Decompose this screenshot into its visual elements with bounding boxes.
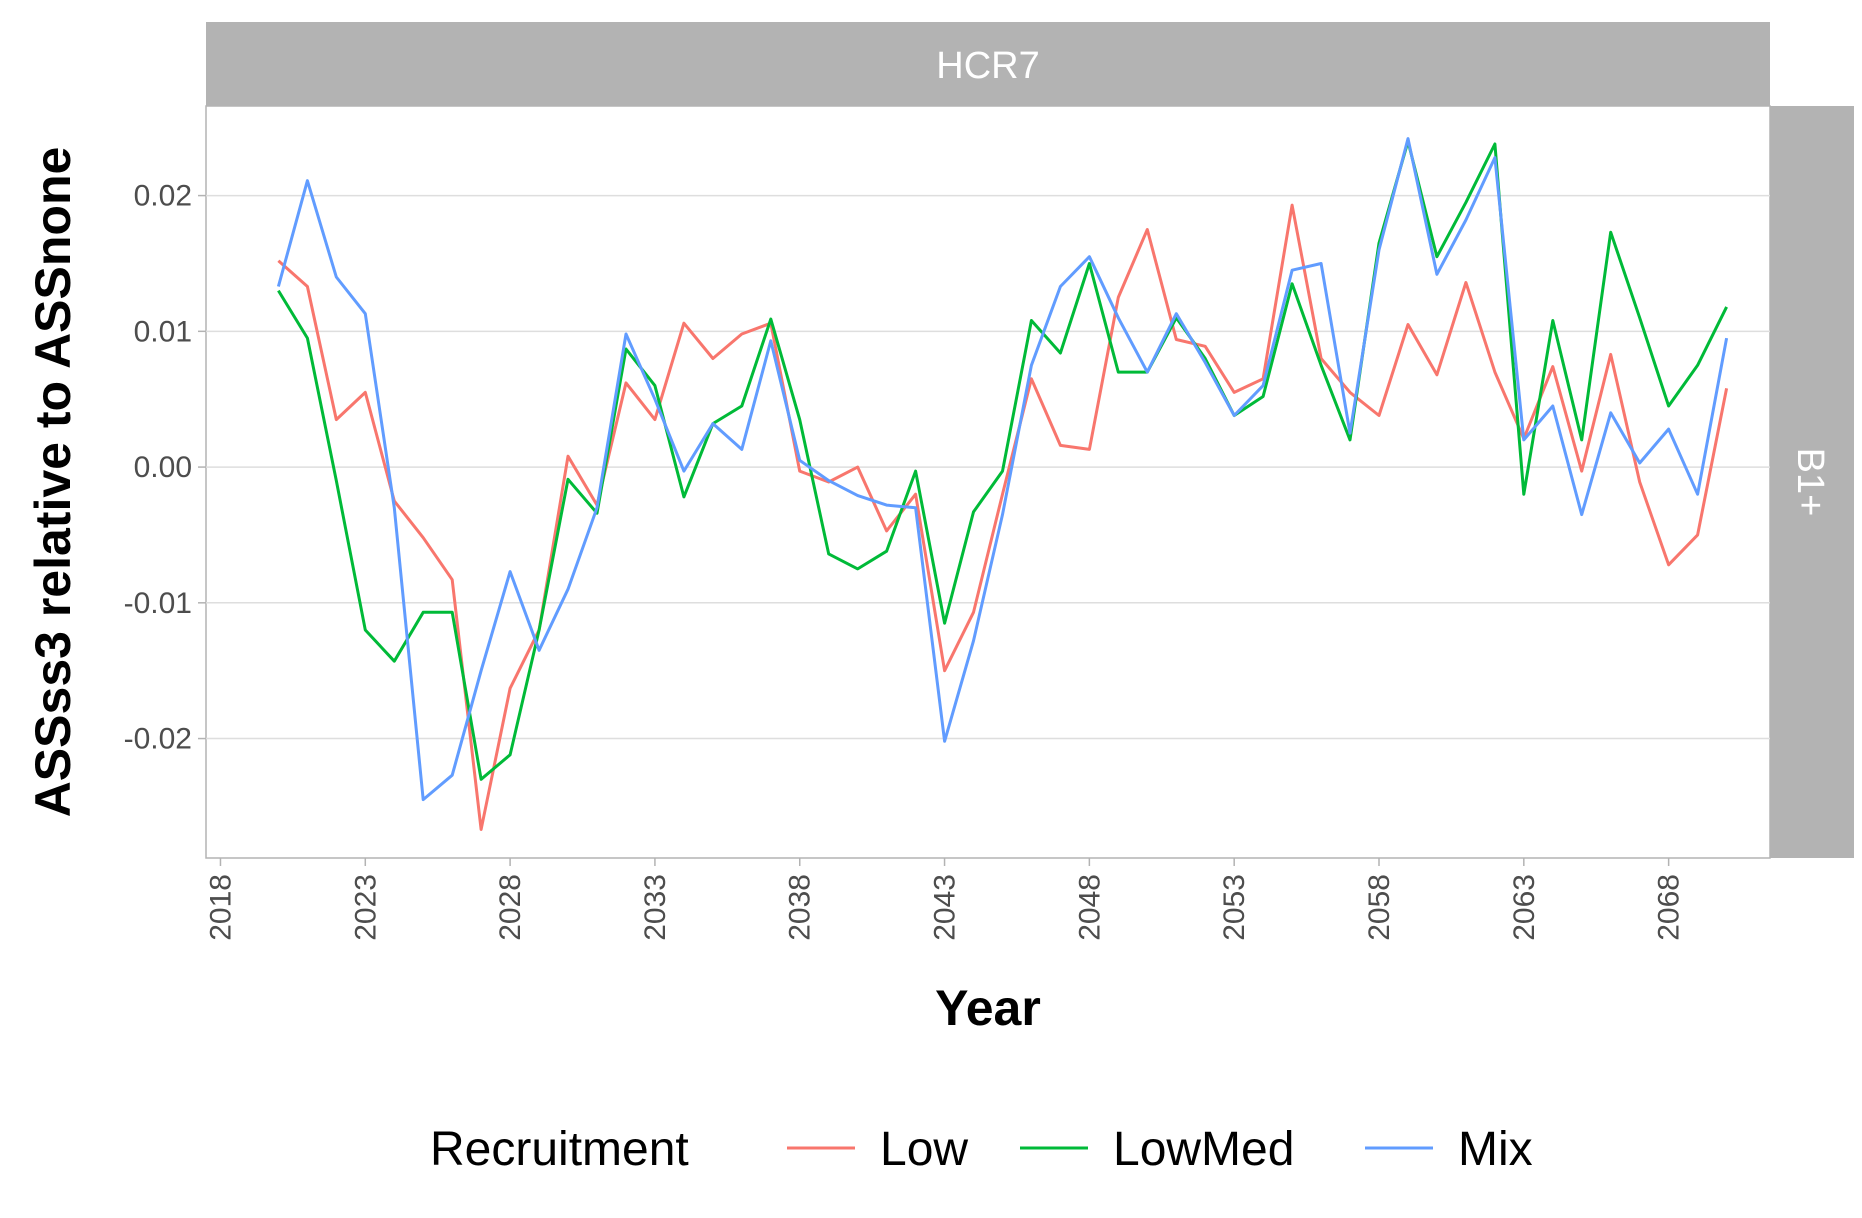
facet-strip-right (1770, 106, 1854, 858)
x-axis-title: Year (935, 980, 1041, 1036)
y-axis: -0.02 -0.01 0.00 0.01 0.02 (124, 180, 206, 756)
x-tick-label: 2038 (784, 874, 817, 941)
y-axis-title: ASSss3 relative to ASSnone (25, 147, 81, 818)
legend-title: Recruitment (430, 1123, 689, 1176)
y-tick-label: 0.01 (134, 315, 192, 348)
x-tick-label: 2033 (639, 874, 672, 941)
legend-label-low: Low (880, 1123, 968, 1176)
x-tick-label: 2023 (349, 874, 382, 941)
x-tick-label: 2043 (929, 874, 962, 941)
x-tick-label: 2063 (1508, 874, 1541, 941)
plot-panel (205, 105, 1771, 859)
legend-label-lowmed: LowMed (1113, 1123, 1294, 1176)
series-line-low (277, 203, 1729, 831)
y-tick-label: -0.01 (124, 587, 192, 620)
series-lines (276, 137, 1729, 831)
legend-label-mix: Mix (1458, 1123, 1533, 1176)
x-tick-label: 2018 (204, 874, 237, 941)
x-tick-label: 2048 (1073, 874, 1106, 941)
facet-label-top: HCR7 (936, 45, 1039, 87)
y-tick-label: 0.02 (134, 180, 192, 213)
y-tick-label: -0.02 (124, 723, 192, 756)
x-axis: 2018 2023 2028 2033 2038 2043 2048 2053 2058 2063… (204, 858, 1686, 941)
x-tick-label: 2053 (1218, 874, 1251, 941)
y-tick-label: 0.00 (134, 451, 192, 484)
facet-label-right: B1+ (1789, 448, 1831, 517)
legend: Recruitment Low LowMed Mix (430, 1123, 1533, 1176)
facet-strip-top (206, 22, 1770, 106)
x-tick-label: 2028 (494, 874, 527, 941)
x-tick-label: 2058 (1363, 874, 1396, 941)
x-tick-label: 2068 (1653, 874, 1686, 941)
series-line-lowmed (277, 139, 1728, 781)
series-line-mix (276, 137, 1729, 802)
